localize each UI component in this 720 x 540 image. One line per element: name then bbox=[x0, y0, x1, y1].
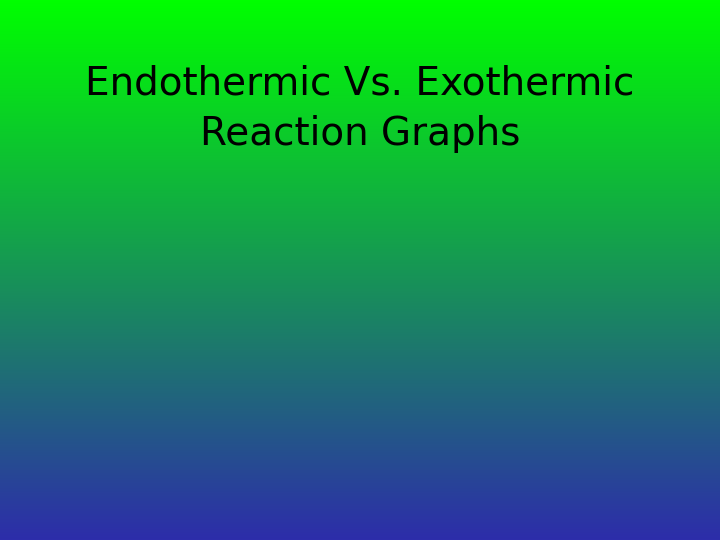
Text: Endothermic Vs. Exothermic
Reaction Graphs: Endothermic Vs. Exothermic Reaction Grap… bbox=[85, 65, 635, 153]
